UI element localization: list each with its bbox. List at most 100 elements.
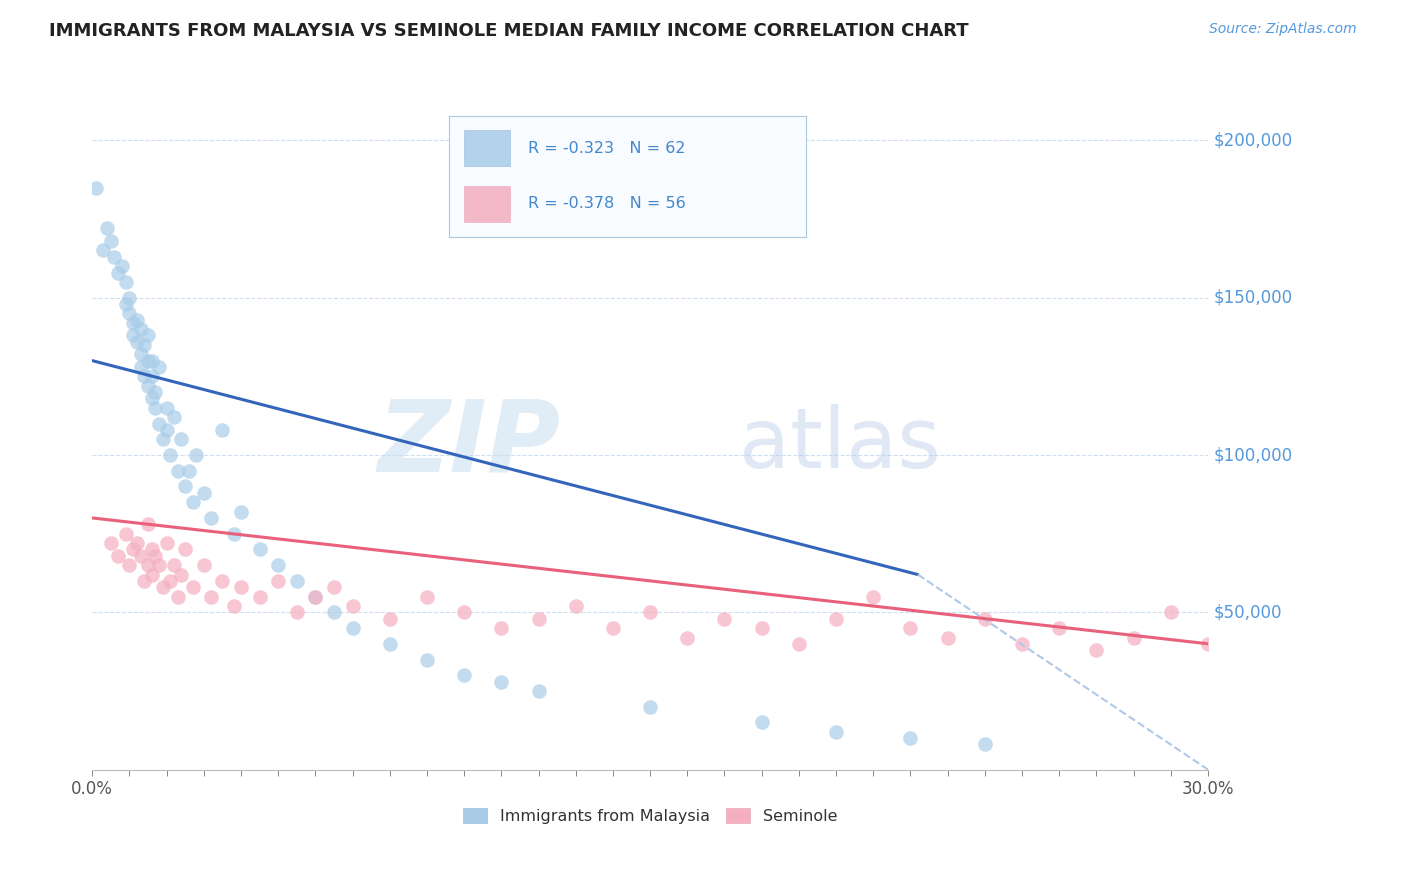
Point xyxy=(129,359,152,374)
Point xyxy=(936,631,959,645)
Point xyxy=(111,259,134,273)
Point xyxy=(136,517,159,532)
Point xyxy=(900,621,922,635)
Point xyxy=(114,297,136,311)
Point xyxy=(1047,621,1070,635)
Point xyxy=(163,410,186,425)
Point xyxy=(166,590,188,604)
Point xyxy=(193,558,215,573)
Point xyxy=(900,731,922,746)
Point xyxy=(193,485,215,500)
Point xyxy=(174,542,197,557)
Point xyxy=(1122,631,1144,645)
Point xyxy=(491,621,513,635)
Point xyxy=(564,599,586,613)
Point xyxy=(416,590,439,604)
Point xyxy=(751,715,773,730)
Point xyxy=(787,637,810,651)
Point xyxy=(148,558,170,573)
Text: $200,000: $200,000 xyxy=(1213,131,1292,149)
Point xyxy=(267,574,290,588)
Point xyxy=(1160,605,1182,619)
Point xyxy=(170,432,193,446)
Point xyxy=(145,401,167,415)
Point xyxy=(267,558,290,573)
Text: Source: ZipAtlas.com: Source: ZipAtlas.com xyxy=(1209,22,1357,37)
Point xyxy=(323,605,346,619)
Point xyxy=(159,448,181,462)
Point xyxy=(114,526,136,541)
Point xyxy=(122,542,145,557)
Point xyxy=(122,316,145,330)
Point xyxy=(170,567,193,582)
Point xyxy=(136,378,159,392)
Point xyxy=(148,417,170,431)
Point xyxy=(125,312,148,326)
Text: $100,000: $100,000 xyxy=(1213,446,1292,464)
Point xyxy=(527,684,550,698)
Point xyxy=(152,432,174,446)
Point xyxy=(638,605,661,619)
Point xyxy=(141,369,163,384)
Point xyxy=(136,558,159,573)
Point xyxy=(229,505,252,519)
Point xyxy=(122,328,145,343)
Point xyxy=(134,369,156,384)
Point xyxy=(166,464,188,478)
Point xyxy=(134,338,156,352)
Point xyxy=(134,574,156,588)
Point xyxy=(129,322,152,336)
Point xyxy=(862,590,884,604)
Point xyxy=(676,631,699,645)
Point xyxy=(155,536,177,550)
Point xyxy=(713,612,735,626)
Point xyxy=(118,558,141,573)
Point xyxy=(249,590,271,604)
Point xyxy=(211,574,233,588)
Point xyxy=(973,612,995,626)
Point xyxy=(141,542,163,557)
Point xyxy=(181,495,204,509)
Point xyxy=(1085,643,1108,657)
Point xyxy=(229,580,252,594)
Point xyxy=(1197,637,1219,651)
Point xyxy=(148,359,170,374)
Text: atlas: atlas xyxy=(740,404,941,485)
Point xyxy=(136,328,159,343)
Point xyxy=(114,275,136,289)
Point xyxy=(602,621,624,635)
Point xyxy=(118,291,141,305)
Point xyxy=(91,244,114,258)
Point xyxy=(285,574,308,588)
Text: $150,000: $150,000 xyxy=(1213,289,1292,307)
Point xyxy=(129,549,152,563)
Point xyxy=(118,306,141,320)
Point xyxy=(125,536,148,550)
Point xyxy=(177,464,200,478)
Point xyxy=(378,612,401,626)
Point xyxy=(107,266,129,280)
Point xyxy=(751,621,773,635)
Point xyxy=(453,668,475,682)
Point xyxy=(159,574,181,588)
Point xyxy=(145,385,167,400)
Legend: Immigrants from Malaysia, Seminole: Immigrants from Malaysia, Seminole xyxy=(463,808,837,824)
Point xyxy=(200,590,222,604)
Point xyxy=(181,580,204,594)
Text: IMMIGRANTS FROM MALAYSIA VS SEMINOLE MEDIAN FAMILY INCOME CORRELATION CHART: IMMIGRANTS FROM MALAYSIA VS SEMINOLE MED… xyxy=(49,22,969,40)
Point xyxy=(100,234,122,248)
Point xyxy=(222,526,245,541)
Point xyxy=(304,590,326,604)
Point xyxy=(125,334,148,349)
Point xyxy=(222,599,245,613)
Point xyxy=(285,605,308,619)
Point xyxy=(155,401,177,415)
Point xyxy=(378,637,401,651)
Point xyxy=(323,580,346,594)
Point xyxy=(141,567,163,582)
Point xyxy=(141,353,163,368)
Point xyxy=(825,725,848,739)
Point xyxy=(100,536,122,550)
Point xyxy=(96,221,118,235)
Point xyxy=(527,612,550,626)
